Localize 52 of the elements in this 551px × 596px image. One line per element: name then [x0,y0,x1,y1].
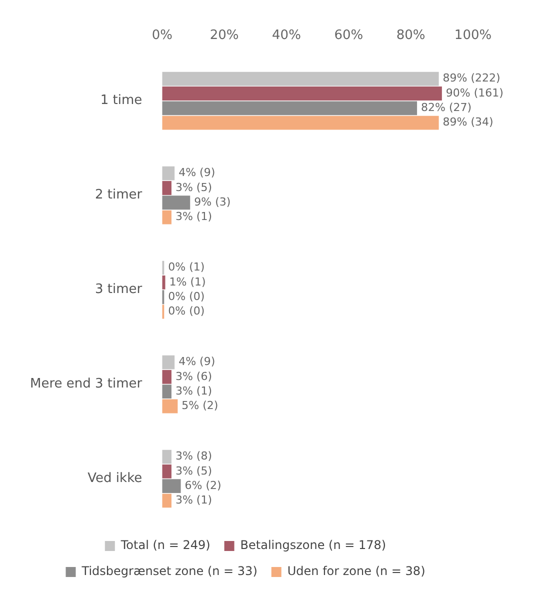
data-label: 4% (9) [178,355,216,368]
data-label: 90% (161) [446,86,504,100]
legend-label: Uden for zone (n = 38) [287,564,426,578]
bar [162,276,166,290]
bar [162,479,181,494]
bar [162,355,175,370]
bar [162,210,172,224]
legend-label: Tidsbegrænset zone (n = 33) [80,564,258,578]
data-label: 89% (222) [442,72,500,85]
data-label: 1% (1) [169,275,206,288]
bar [162,72,439,86]
y-tick-label: Mere end 3 timer [30,376,143,392]
data-label: 4% (9) [178,166,216,180]
bar [162,399,178,414]
data-label: 3% (1) [175,210,212,224]
data-label: 6% (2) [184,478,222,492]
data-label: 3% (6) [175,370,212,383]
x-tick-label: 0% [152,28,172,44]
data-label: 0% (0) [168,304,205,318]
data-label: 0% (0) [168,290,205,303]
x-tick-label: 40% [272,28,301,44]
data-label: 3% (1) [175,494,212,507]
bar [162,450,172,464]
x-tick-label: 20% [210,28,239,44]
bar [162,86,442,100]
legend-label: Betalingszone (n = 178) [240,538,386,552]
bar [162,166,175,180]
data-label: 0% (1) [168,260,205,274]
data-label: 3% (8) [175,450,212,463]
data-label: 82% (27) [421,101,472,114]
bar [162,196,190,210]
legend-label: Total (n = 249) [120,538,210,552]
data-label: 3% (1) [175,384,212,398]
bar [162,370,172,384]
y-tick-label: Ved ikke [88,471,142,486]
bar [162,101,418,116]
bar [162,464,172,478]
data-label: 5% (2) [182,399,218,412]
x-tick-label: 80% [396,28,426,44]
y-tick-label: 1 time [100,93,142,108]
y-tick-label: 3 timer [95,282,143,298]
y-tick-label: 2 timer [95,188,143,203]
data-label: 89% (34) [442,116,494,129]
bar [162,116,439,130]
data-label: 3% (5) [175,180,212,194]
bar [162,181,172,195]
data-label: 3% (5) [175,464,212,478]
bar [162,494,172,508]
x-tick-label: 60% [334,28,364,44]
x-tick-label: 100% [454,28,492,44]
data-label: 9% (3) [194,196,231,208]
bar [162,384,172,399]
